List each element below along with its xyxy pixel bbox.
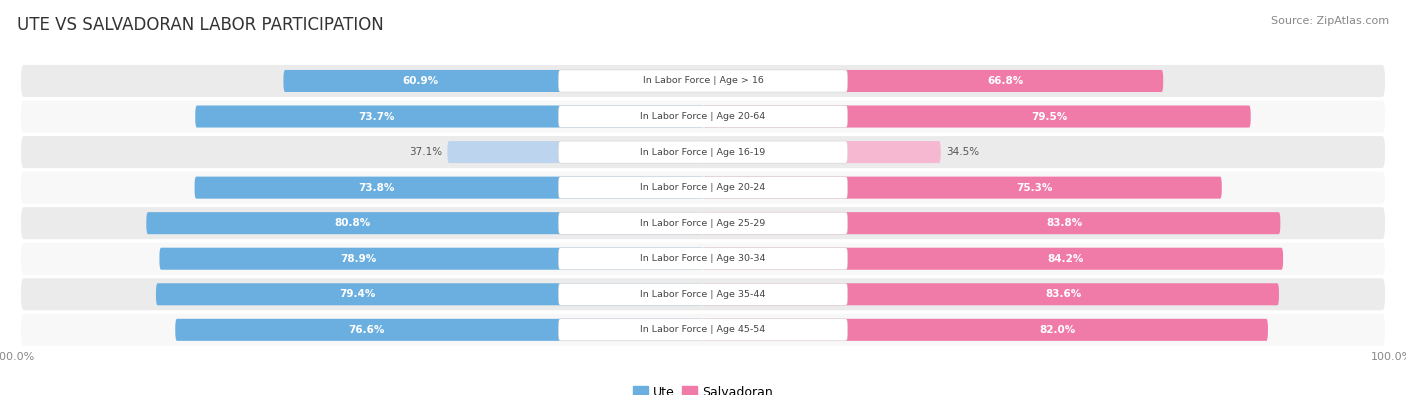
FancyBboxPatch shape: [558, 212, 848, 234]
Text: 79.4%: 79.4%: [339, 289, 375, 299]
FancyBboxPatch shape: [558, 248, 848, 270]
Text: 80.8%: 80.8%: [335, 218, 370, 228]
Legend: Ute, Salvadoran: Ute, Salvadoran: [628, 381, 778, 395]
FancyBboxPatch shape: [703, 177, 1222, 199]
FancyBboxPatch shape: [194, 177, 703, 199]
FancyBboxPatch shape: [703, 105, 1251, 128]
Text: In Labor Force | Age 25-29: In Labor Force | Age 25-29: [640, 219, 766, 228]
FancyBboxPatch shape: [21, 243, 1385, 275]
Text: Source: ZipAtlas.com: Source: ZipAtlas.com: [1271, 16, 1389, 26]
Text: 37.1%: 37.1%: [409, 147, 441, 157]
Text: UTE VS SALVADORAN LABOR PARTICIPATION: UTE VS SALVADORAN LABOR PARTICIPATION: [17, 16, 384, 34]
Text: In Labor Force | Age 35-44: In Labor Force | Age 35-44: [640, 290, 766, 299]
Text: 79.5%: 79.5%: [1031, 111, 1067, 122]
Text: 66.8%: 66.8%: [987, 76, 1024, 86]
FancyBboxPatch shape: [558, 105, 848, 128]
FancyBboxPatch shape: [558, 70, 848, 92]
FancyBboxPatch shape: [21, 136, 1385, 168]
FancyBboxPatch shape: [21, 207, 1385, 239]
FancyBboxPatch shape: [703, 248, 1284, 270]
Text: In Labor Force | Age 20-24: In Labor Force | Age 20-24: [640, 183, 766, 192]
Text: 34.5%: 34.5%: [946, 147, 980, 157]
FancyBboxPatch shape: [156, 283, 703, 305]
FancyBboxPatch shape: [703, 283, 1279, 305]
Text: In Labor Force | Age 45-54: In Labor Force | Age 45-54: [640, 325, 766, 334]
Text: In Labor Force | Age > 16: In Labor Force | Age > 16: [643, 77, 763, 85]
FancyBboxPatch shape: [21, 65, 1385, 97]
FancyBboxPatch shape: [558, 283, 848, 305]
FancyBboxPatch shape: [21, 171, 1385, 204]
FancyBboxPatch shape: [159, 248, 703, 270]
FancyBboxPatch shape: [21, 314, 1385, 346]
FancyBboxPatch shape: [703, 212, 1281, 234]
Text: 82.0%: 82.0%: [1039, 325, 1076, 335]
Text: 84.2%: 84.2%: [1047, 254, 1084, 264]
FancyBboxPatch shape: [558, 177, 848, 199]
Text: 83.8%: 83.8%: [1046, 218, 1083, 228]
FancyBboxPatch shape: [284, 70, 703, 92]
FancyBboxPatch shape: [558, 319, 848, 341]
Text: In Labor Force | Age 20-64: In Labor Force | Age 20-64: [640, 112, 766, 121]
Text: In Labor Force | Age 16-19: In Labor Force | Age 16-19: [640, 148, 766, 156]
Text: 83.6%: 83.6%: [1045, 289, 1081, 299]
Text: 75.3%: 75.3%: [1017, 182, 1053, 193]
Text: 73.8%: 73.8%: [359, 182, 395, 193]
FancyBboxPatch shape: [146, 212, 703, 234]
FancyBboxPatch shape: [447, 141, 703, 163]
FancyBboxPatch shape: [21, 278, 1385, 310]
Text: 78.9%: 78.9%: [340, 254, 377, 264]
FancyBboxPatch shape: [558, 141, 848, 163]
FancyBboxPatch shape: [703, 70, 1163, 92]
FancyBboxPatch shape: [703, 141, 941, 163]
FancyBboxPatch shape: [195, 105, 703, 128]
FancyBboxPatch shape: [176, 319, 703, 341]
FancyBboxPatch shape: [21, 100, 1385, 132]
Text: 73.7%: 73.7%: [359, 111, 395, 122]
Text: 60.9%: 60.9%: [402, 76, 439, 86]
Text: 76.6%: 76.6%: [349, 325, 385, 335]
FancyBboxPatch shape: [703, 319, 1268, 341]
Text: In Labor Force | Age 30-34: In Labor Force | Age 30-34: [640, 254, 766, 263]
